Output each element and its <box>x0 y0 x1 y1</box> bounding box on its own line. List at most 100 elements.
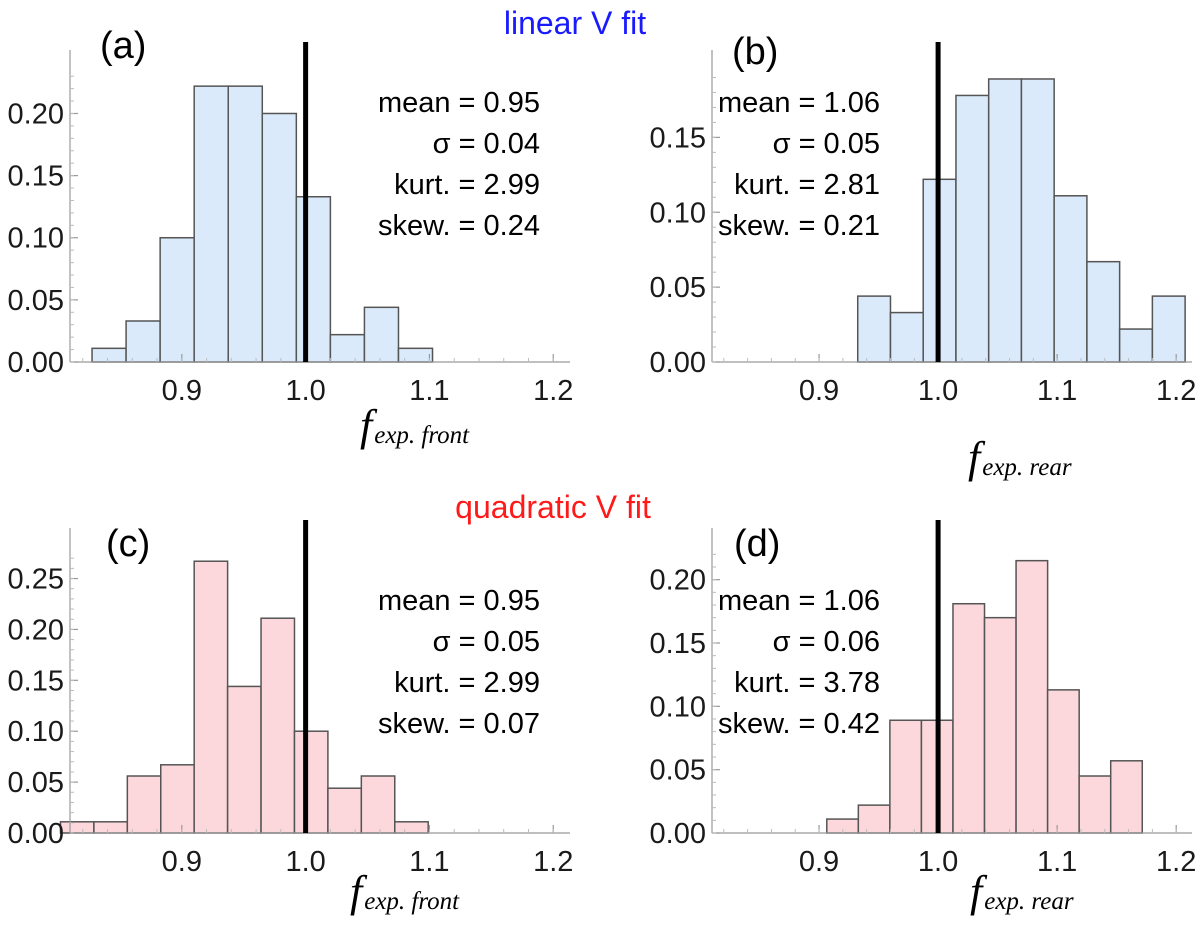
stat-text: skew. = 0.21 <box>718 210 880 242</box>
y-tick-label: 0.20 <box>650 565 706 597</box>
stat-text: skew. = 0.07 <box>378 708 540 740</box>
histogram-bar <box>261 112 298 363</box>
x-tick-label: 1.0 <box>285 375 325 407</box>
histogram-bar <box>889 719 923 834</box>
x-tick-label: 1.0 <box>285 846 325 878</box>
stat-text: kurt. = 2.81 <box>734 169 880 201</box>
histogram-bar <box>226 685 262 834</box>
histogram-bar <box>126 775 162 834</box>
y-tick-label: 0.00 <box>650 818 706 850</box>
x-tick-label: 1.2 <box>1156 375 1196 407</box>
stat-text: mean = 0.95 <box>378 87 540 119</box>
histogram-bar <box>1020 78 1055 363</box>
x-axis-label: fexp. front <box>360 401 470 450</box>
histogram-bar <box>159 236 195 363</box>
stat-text: kurt. = 2.99 <box>394 667 540 699</box>
x-tick-label: 1.1 <box>1037 375 1077 407</box>
x-tick-label: 1.2 <box>1156 846 1196 878</box>
histogram-bar <box>856 295 892 363</box>
panel-label: (d) <box>734 523 780 565</box>
histogram-bar <box>227 85 264 363</box>
stat-text: mean = 0.95 <box>378 585 540 617</box>
histogram-bar <box>955 94 990 363</box>
x-tick-label: 1.0 <box>918 375 958 407</box>
histogram-bar <box>1151 295 1186 363</box>
x-tick-label: 1.1 <box>409 375 449 407</box>
y-tick-label: 0.10 <box>650 197 706 229</box>
stat-text: σ = 0.05 <box>773 128 880 160</box>
histogram-bar <box>295 195 332 363</box>
stat-text: kurt. = 2.99 <box>394 169 540 201</box>
histogram-bar <box>1015 559 1049 834</box>
stat-text: mean = 1.06 <box>718 585 880 617</box>
y-tick-label: 0.10 <box>8 716 64 748</box>
panel-label: (a) <box>100 25 146 67</box>
stat-text: kurt. = 3.78 <box>734 667 880 699</box>
y-tick-label: 0.05 <box>650 755 706 787</box>
x-tick-label: 0.9 <box>162 846 202 878</box>
x-tick-label: 0.9 <box>799 375 839 407</box>
histogram-bar <box>1046 689 1080 834</box>
histogram-bar <box>91 347 127 363</box>
stat-text: skew. = 0.42 <box>718 708 880 740</box>
histogram-bar <box>857 804 891 834</box>
x-tick-label: 1.2 <box>533 846 573 878</box>
y-tick-label: 0.10 <box>650 691 706 723</box>
y-tick-label: 0.15 <box>650 628 706 660</box>
histogram-panel-d: 0.00 0.05 0.10 0.15 0.20 0.9 1.0 1.1 1.2 (d) mean … <box>650 520 1196 916</box>
y-tick-label: 0.15 <box>8 665 64 697</box>
histogram-bar <box>394 821 429 834</box>
x-tick-label: 0.9 <box>162 375 202 407</box>
histogram-bar <box>160 764 195 834</box>
histogram-bar <box>1118 328 1154 363</box>
y-tick-label: 0.00 <box>650 347 706 379</box>
histogram-bar <box>1086 260 1121 363</box>
histogram-bar <box>193 85 229 363</box>
y-tick-label: 0.20 <box>8 98 64 130</box>
histogram-bar <box>983 616 1017 834</box>
y-tick-label: 0.25 <box>8 564 64 596</box>
histogram-bar <box>1109 760 1144 834</box>
histogram-bar <box>397 347 434 363</box>
histogram-bar <box>987 78 1023 363</box>
y-tick-label: 0.20 <box>8 614 64 646</box>
histogram-panel-b: 0.00 0.05 0.10 0.15 0.9 1.0 1.1 1.2 (b) mean = 1.… <box>650 31 1197 482</box>
histogram-bar <box>1053 195 1088 363</box>
y-tick-label: 0.00 <box>8 347 64 379</box>
x-tick-label: 0.9 <box>799 846 839 878</box>
y-tick-label: 0.10 <box>8 223 64 255</box>
quadratic-fit-title: quadratic V fit <box>455 489 651 525</box>
y-tick-label: 0.15 <box>8 161 64 193</box>
stat-text: mean = 1.06 <box>718 87 880 119</box>
y-tick-label: 0.05 <box>8 285 64 317</box>
histogram-bar <box>260 617 296 834</box>
y-tick-label: 0.15 <box>650 122 706 154</box>
histogram-panel-c: 0.00 0.05 0.10 0.15 0.20 0.25 0.9 1.0 1.1 1.2 (c) m… <box>8 520 573 916</box>
x-tick-label: 1.0 <box>918 846 958 878</box>
histogram-bar <box>293 730 329 834</box>
x-tick-label: 1.1 <box>409 846 449 878</box>
x-axis-label: fexp. rear <box>968 433 1072 482</box>
panel-label: (b) <box>732 31 778 73</box>
x-tick-label: 1.2 <box>533 375 573 407</box>
histogram-bar <box>59 821 95 834</box>
histogram-bar <box>327 787 363 834</box>
y-tick-label: 0.05 <box>650 272 706 304</box>
histogram-bar <box>889 311 924 363</box>
histogram-bar <box>952 602 986 834</box>
panel-label: (c) <box>106 523 150 565</box>
stat-text: σ = 0.04 <box>433 128 540 160</box>
histogram-bar <box>329 333 366 363</box>
x-tick-label: 1.1 <box>1037 846 1077 878</box>
stat-text: σ = 0.05 <box>433 626 540 658</box>
stat-text: σ = 0.06 <box>773 626 880 658</box>
stat-text: skew. = 0.24 <box>378 210 540 242</box>
y-tick-label: 0.00 <box>8 818 64 850</box>
histogram-bar <box>1078 775 1112 834</box>
histogram-bar <box>93 821 129 834</box>
histogram-bar <box>193 560 229 834</box>
linear-fit-title: linear V fit <box>504 5 646 41</box>
histogram-bar <box>363 306 400 363</box>
histogram-bar <box>360 775 396 834</box>
